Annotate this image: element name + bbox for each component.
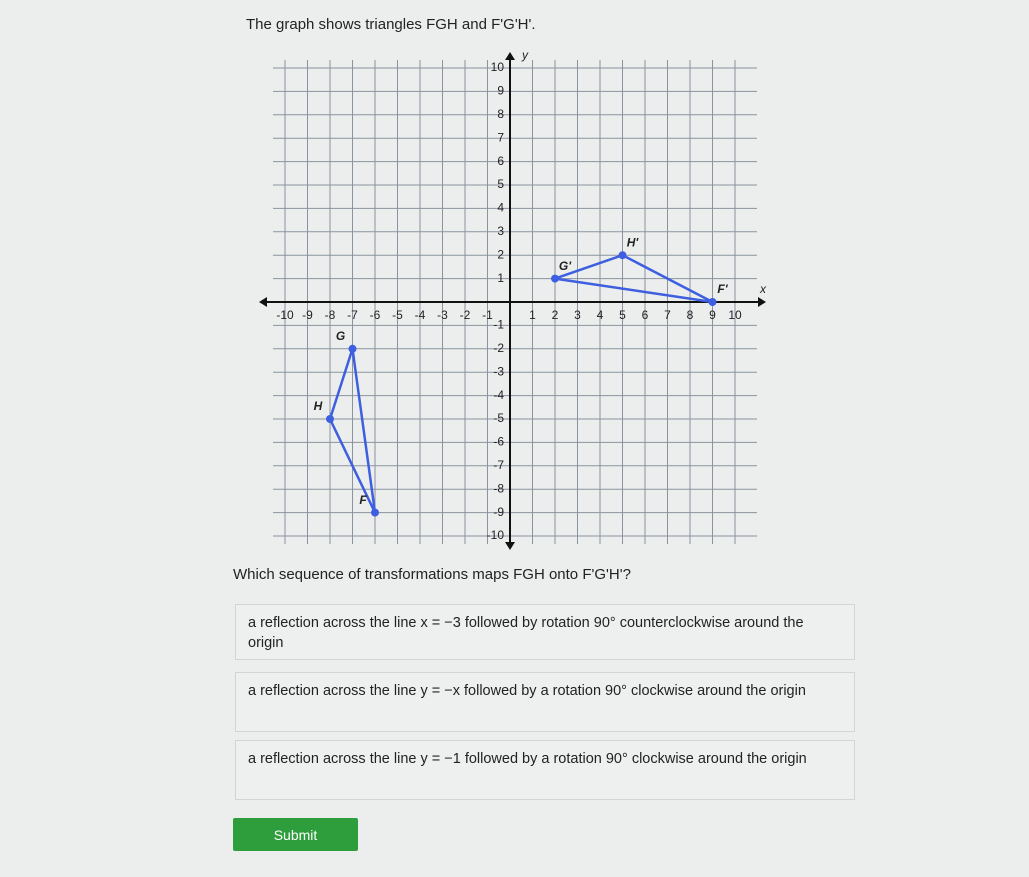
y-tick-label: 7 [497,130,504,144]
x-tick-label: -4 [415,308,426,322]
question: Which sequence of transformations maps F… [233,566,631,583]
x-tick-label: 9 [709,308,716,322]
choice[interactable]: a reflection across the line x = −3 foll… [235,604,855,660]
vertex-label: H' [627,235,640,249]
x-tick-label: 2 [552,308,559,322]
vertex-label: F' [717,282,728,296]
x-tick-label: -9 [302,308,313,322]
y-tick-label: -8 [493,481,504,495]
choice[interactable]: a reflection across the line y = −x foll… [235,672,855,732]
y-tick-label: -3 [493,364,504,378]
y-tick-label: -2 [493,341,504,355]
x-tick-label: 4 [597,308,604,322]
y-tick-label: 10 [491,60,505,74]
y-tick-label: 3 [497,224,504,238]
x-tick-label: -8 [325,308,336,322]
y-tick-label: -6 [493,435,504,449]
y-tick-label: -7 [493,458,504,472]
y-tick-label: 4 [497,201,504,215]
choice[interactable]: a reflection across the line y = −1 foll… [235,740,855,800]
vertex [708,298,717,306]
y-axis-label: y [521,48,529,62]
x-tick-label: 3 [574,308,581,322]
y-tick-label: 5 [497,177,504,191]
vertex-label: G' [559,259,572,273]
vertex-label: H [314,399,323,413]
x-tick-label: 10 [728,308,742,322]
y-tick-label: -9 [493,505,504,519]
x-tick-label: 8 [687,308,694,322]
x-tick-label: -10 [276,308,294,322]
triangle [328,348,377,514]
vertex [551,274,559,283]
prompt: The graph shows triangles FGH and F'G'H'… [246,16,536,33]
x-tick-label: 5 [619,308,626,322]
y-tick-label: 2 [497,247,504,261]
vertex-label: G [336,329,345,343]
y-tick-label: -5 [493,411,504,425]
y-tick-label: 8 [497,107,504,121]
y-tick-label: 6 [497,154,504,168]
vertex [618,251,627,260]
y-tick-label: -1 [493,318,504,332]
vertex-label: F [359,493,367,507]
x-tick-label: -1 [482,308,493,322]
x-tick-label: -3 [437,308,448,322]
triangle [554,253,714,304]
x-tick-label: -7 [347,308,358,322]
vertex [348,344,357,353]
y-tick-label: -4 [493,388,504,402]
x-tick-label: 6 [642,308,649,322]
x-tick-label: 7 [664,308,671,322]
vertex [371,508,379,517]
x-tick-label: -6 [370,308,381,322]
submit-button[interactable]: Submit [233,818,358,851]
graph: -10 -9 -8 -7 -6 -5 -4 -3 -2 -1 1 2 3 4 5 6 7 8 9 10-10-9-8-… [259,48,767,550]
y-tick-label: 9 [497,84,504,98]
vertex [326,415,334,423]
x-tick-label: 1 [529,308,536,322]
x-tick-label: -5 [392,308,403,322]
x-axis-label: x [759,282,767,296]
y-tick-label: -10 [487,528,505,542]
x-tick-label: -2 [460,308,471,322]
y-tick-label: 1 [497,271,504,285]
